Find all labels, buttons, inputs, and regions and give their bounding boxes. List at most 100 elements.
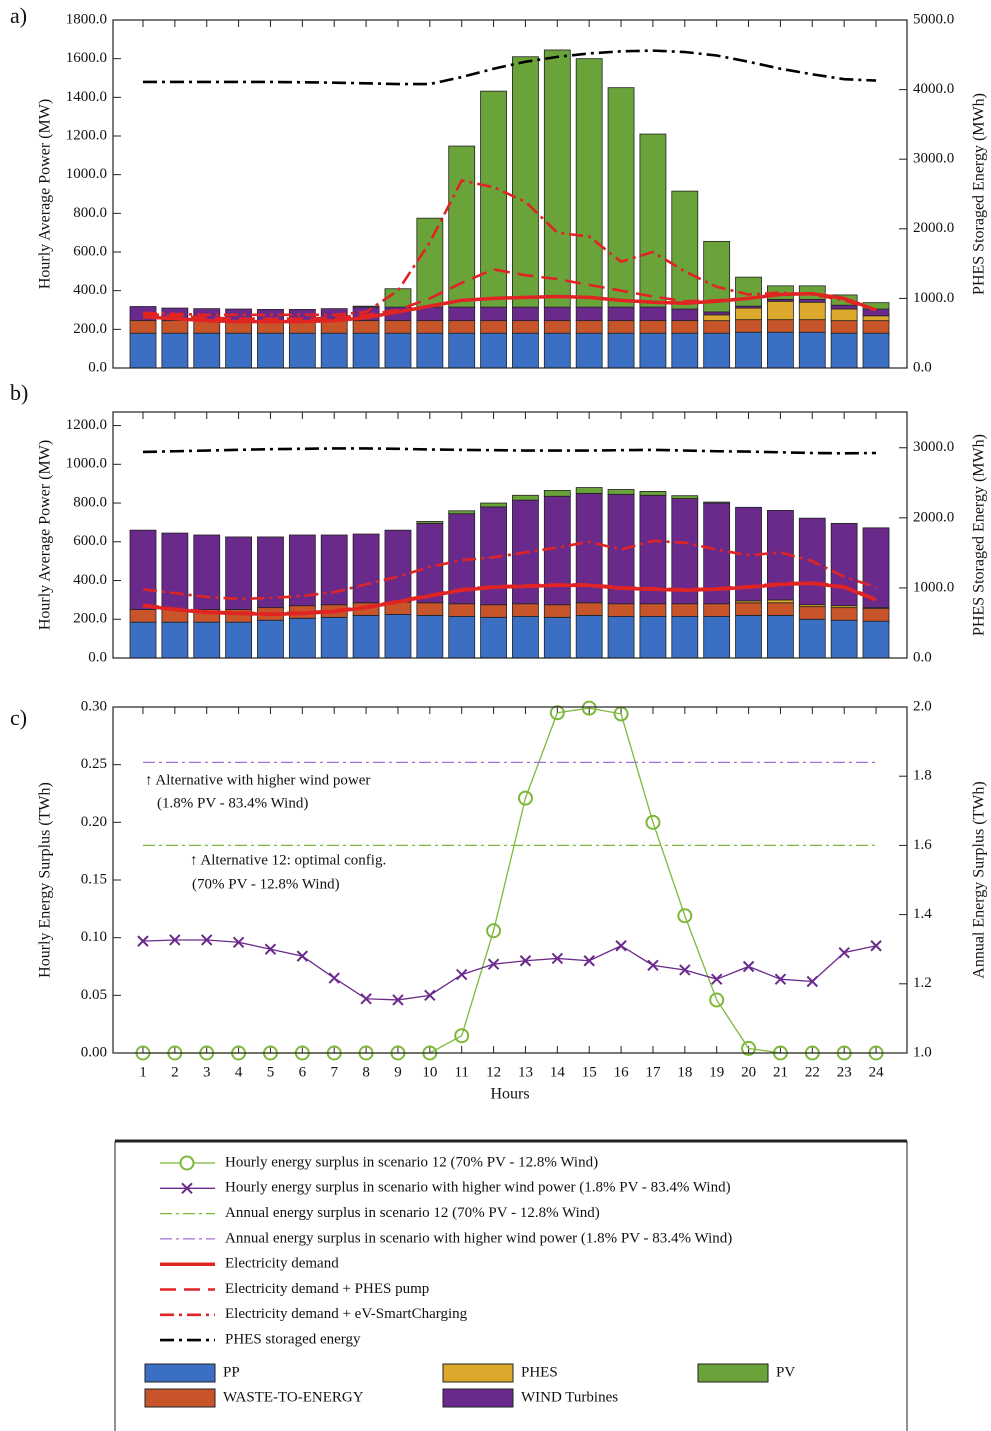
bar	[480, 332, 507, 369]
point	[549, 705, 565, 721]
bar	[543, 332, 571, 369]
bar	[480, 90, 507, 308]
legend-swatch	[179, 1155, 195, 1171]
bar	[448, 510, 476, 515]
x-tick-label: 1	[139, 1064, 147, 1080]
point	[454, 1028, 470, 1044]
bar	[830, 619, 858, 659]
x-tick-label: 8	[362, 1064, 370, 1080]
y2-tick-label: 3000.0	[913, 151, 954, 167]
bar	[225, 332, 253, 369]
bar	[735, 307, 762, 321]
y-tick-label: 0.0	[88, 649, 107, 665]
legend-label: PHES storaged energy	[225, 1332, 361, 1348]
bar	[416, 614, 444, 659]
bar	[320, 332, 348, 369]
bar	[512, 306, 539, 322]
annotation: (1.8% PV - 83.4% Wind)	[157, 795, 308, 811]
bar	[767, 602, 794, 616]
y-axis-label: Hourly Average Power (MW)	[37, 99, 54, 289]
y-tick-label: 0.25	[81, 756, 107, 772]
bar	[161, 332, 189, 369]
y-tick-label: 0.15	[81, 871, 107, 887]
y2-axis-label: PHES Storaged Energy (MWh)	[971, 434, 988, 636]
bar	[512, 615, 539, 659]
point	[264, 943, 277, 955]
x-tick-label: 10	[422, 1064, 437, 1080]
legend-label: Annual energy surplus in scenario 12 (70…	[225, 1205, 600, 1221]
x-tick-label: 6	[299, 1064, 307, 1080]
bar	[384, 614, 412, 659]
point	[583, 955, 595, 967]
y-tick-label: 400.0	[73, 282, 107, 298]
y-tick-label: 0.20	[81, 814, 107, 830]
plot-frame	[112, 706, 908, 1054]
point	[169, 934, 181, 946]
bar	[512, 56, 539, 308]
y-tick-label: 1400.0	[66, 89, 107, 105]
legend-label: PHES	[521, 1364, 558, 1380]
bar	[862, 620, 890, 659]
bar	[639, 615, 667, 659]
point	[645, 814, 661, 830]
point	[870, 940, 882, 952]
point	[677, 908, 693, 924]
point	[551, 952, 564, 965]
bar	[480, 320, 507, 334]
bar	[703, 311, 731, 316]
y-tick-label: 400.0	[73, 572, 107, 588]
bar	[798, 319, 826, 333]
legend-swatch	[144, 1388, 216, 1408]
bar	[257, 332, 284, 369]
series-line	[142, 581, 877, 615]
bar	[543, 306, 571, 322]
bar	[798, 606, 826, 620]
bar	[193, 332, 221, 369]
bar	[448, 145, 476, 308]
x-tick-label: 20	[741, 1064, 756, 1080]
x-tick-label: 3	[203, 1064, 211, 1080]
bar	[767, 614, 794, 659]
bar	[830, 332, 858, 369]
y2-tick-label: 3000.0	[913, 439, 954, 455]
y2-tick-label: 1.2	[913, 975, 932, 991]
bar	[480, 604, 507, 618]
point	[328, 972, 340, 984]
bar	[703, 501, 731, 504]
bar	[448, 615, 476, 659]
bar	[798, 618, 826, 659]
bar	[639, 320, 667, 334]
bar	[703, 320, 731, 334]
bar	[862, 308, 890, 317]
bar	[543, 616, 571, 659]
x-tick-label: 23	[837, 1064, 852, 1080]
bar	[767, 599, 794, 604]
y-tick-label: 600.0	[73, 243, 107, 259]
point	[201, 934, 213, 946]
series-line	[142, 268, 877, 320]
bar	[607, 615, 635, 659]
y-axis-label: Hourly Average Power (MW)	[37, 440, 54, 630]
bar	[607, 489, 635, 495]
bar	[639, 306, 667, 322]
point	[615, 940, 627, 952]
bar	[512, 494, 539, 501]
bar	[384, 529, 412, 603]
y-tick-label: 600.0	[73, 533, 107, 549]
legend-label: Annual energy surplus in scenario with h…	[225, 1230, 732, 1246]
bar	[480, 502, 507, 508]
y2-tick-label: 4000.0	[913, 81, 954, 97]
annotation: (70% PV - 12.8% Wind)	[192, 876, 340, 892]
point	[709, 992, 725, 1008]
bar	[416, 521, 444, 524]
x-tick-label: 19	[709, 1064, 724, 1080]
bar	[575, 332, 603, 369]
bar	[416, 602, 444, 616]
series-line	[142, 447, 877, 455]
point	[679, 964, 691, 976]
y-tick-label: 0.00	[81, 1044, 107, 1060]
bar	[607, 320, 635, 334]
bar	[671, 615, 699, 659]
y-tick-label: 1200.0	[66, 127, 107, 143]
y2-tick-label: 1000.0	[913, 579, 954, 595]
